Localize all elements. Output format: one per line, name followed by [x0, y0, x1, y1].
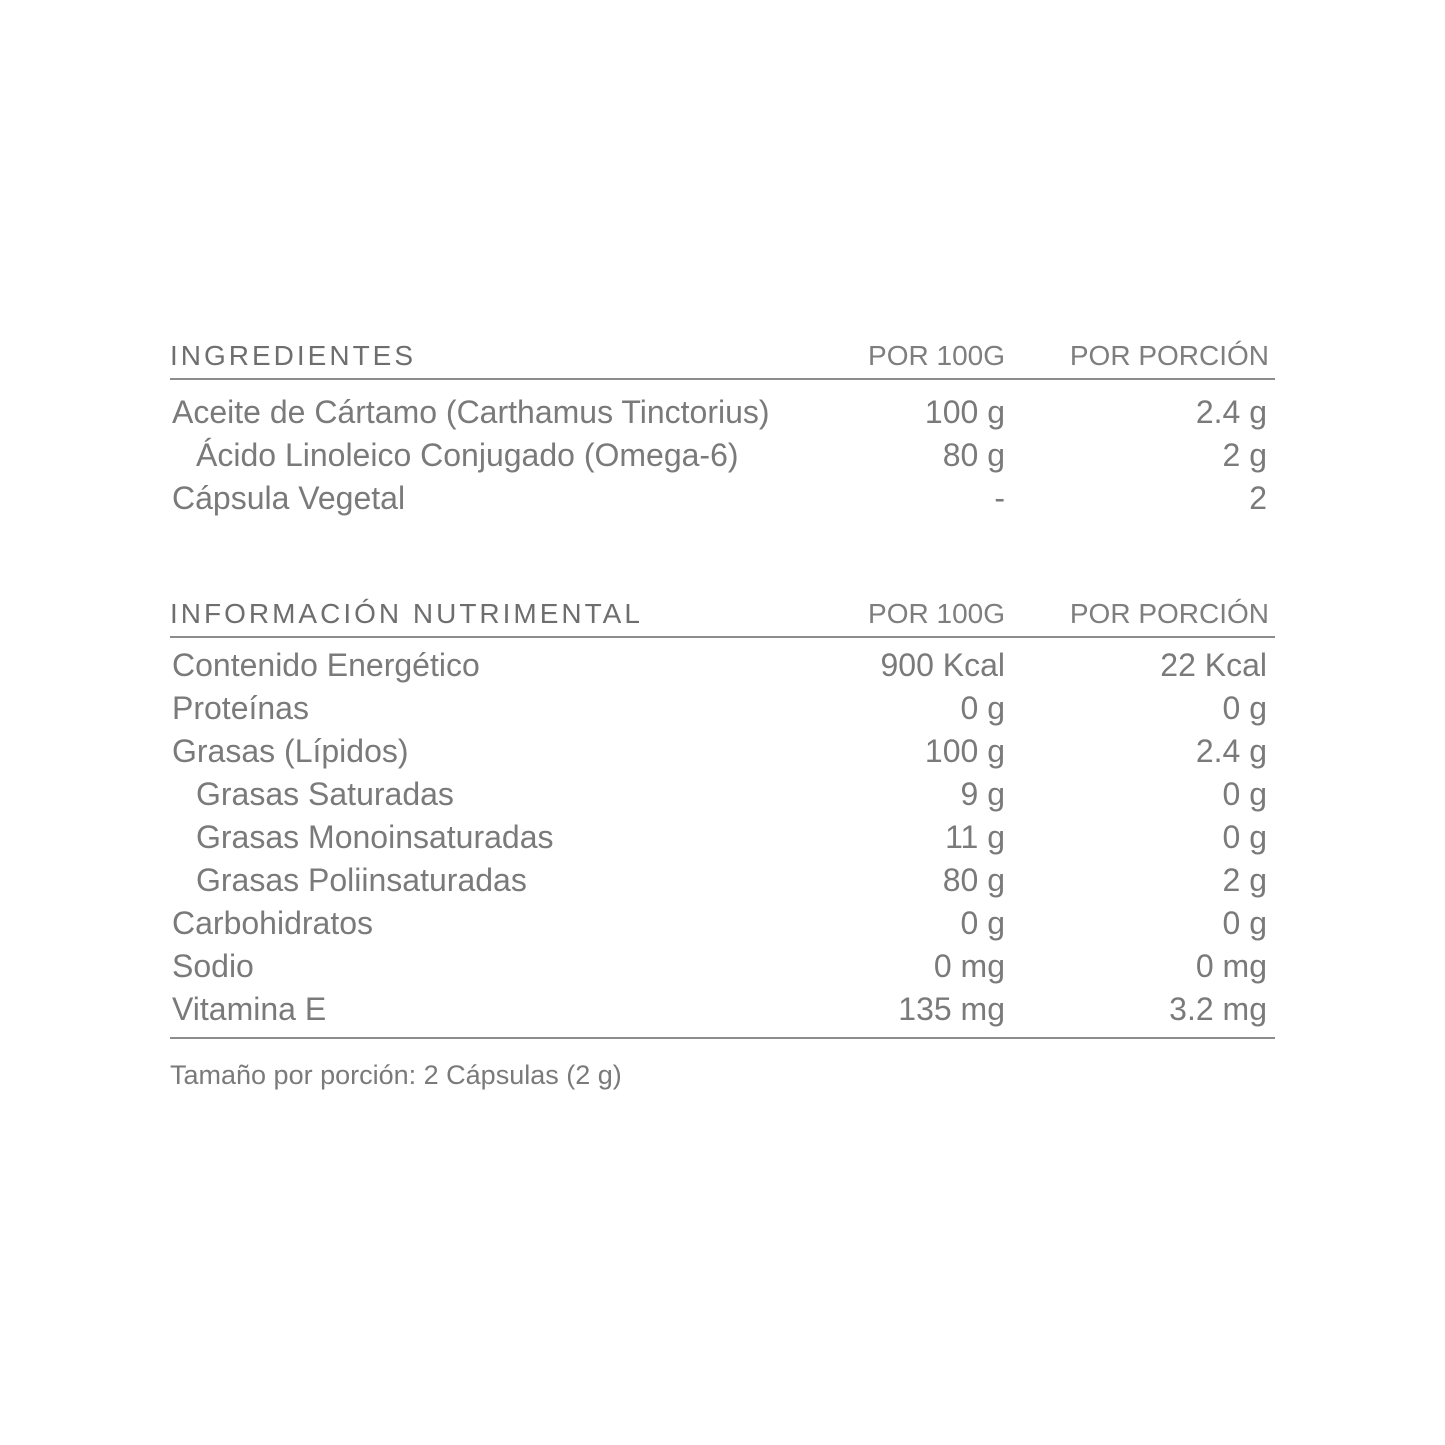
- ingredients-table: INGREDIENTES POR 100G POR PORCIÓN Aceite…: [170, 334, 1275, 520]
- row-label: Carbohidratos: [172, 905, 373, 941]
- value-per-100g: 100 g: [924, 394, 1005, 430]
- nutrition-title: INFORMACIÓN NUTRIMENTAL: [170, 598, 643, 629]
- value-per-serving: 2 g: [1222, 862, 1267, 898]
- column-header-per-100g: POR 100G: [868, 598, 1005, 629]
- value-per-serving: 0 g: [1222, 819, 1267, 855]
- value-per-serving: 2 g: [1222, 437, 1267, 473]
- value-per-100g: 135 mg: [898, 991, 1005, 1027]
- value-per-100g: 0 g: [960, 690, 1005, 726]
- table-row: Grasas Saturadas 9 g 0 g: [170, 773, 1275, 816]
- row-label: Ácido Linoleico Conjugado (Omega-6): [196, 437, 739, 473]
- value-per-100g: 0 g: [960, 905, 1005, 941]
- value-per-100g: 80 g: [942, 862, 1005, 898]
- value-per-serving: 22 Kcal: [1160, 647, 1267, 683]
- table-row: Carbohidratos 0 g 0 g: [170, 902, 1275, 945]
- row-label: Contenido Energético: [172, 647, 480, 683]
- row-label: Grasas Saturadas: [196, 776, 454, 812]
- table-row: Proteínas 0 g 0 g: [170, 687, 1275, 730]
- row-label: Vitamina E: [172, 991, 327, 1027]
- nutrition-header: INFORMACIÓN NUTRIMENTAL POR 100G POR POR…: [170, 592, 1275, 638]
- value-per-100g: 80 g: [942, 437, 1005, 473]
- value-per-100g: 900 Kcal: [880, 647, 1005, 683]
- row-label: Cápsula Vegetal: [172, 480, 406, 516]
- table-row: Cápsula Vegetal - 2: [170, 477, 1275, 520]
- row-label: Grasas Poliinsaturadas: [196, 862, 527, 898]
- table-row: Ácido Linoleico Conjugado (Omega-6) 80 g 2…: [170, 434, 1275, 477]
- value-per-serving: 0 g: [1222, 905, 1267, 941]
- column-header-per-100g: POR 100G: [868, 340, 1005, 371]
- row-label: Grasas Monoinsaturadas: [196, 819, 554, 855]
- value-per-serving: 2.4 g: [1195, 733, 1267, 769]
- value-per-serving: 0 mg: [1195, 948, 1267, 984]
- column-header-per-serving: POR PORCIÓN: [1069, 598, 1269, 629]
- value-per-100g: 11 g: [945, 819, 1005, 855]
- nutrition-table: INFORMACIÓN NUTRIMENTAL POR 100G POR POR…: [170, 592, 1275, 1039]
- serving-size-note: Tamaño por porción: 2 Cápsulas (2 g): [170, 1060, 622, 1090]
- table-row: Grasas Poliinsaturadas 80 g 2 g: [170, 859, 1275, 902]
- ingredients-title: INGREDIENTES: [170, 340, 417, 371]
- table-row: Grasas (Lípidos) 100 g 2.4 g: [170, 730, 1275, 773]
- table-row: Grasas Monoinsaturadas 11 g 0 g: [170, 816, 1275, 859]
- value-per-100g: 9 g: [960, 776, 1005, 812]
- row-label: Proteínas: [172, 690, 309, 726]
- value-per-serving: 3.2 mg: [1169, 991, 1267, 1027]
- value-per-serving: 2: [1249, 480, 1267, 516]
- column-header-per-serving: POR PORCIÓN: [1069, 340, 1269, 371]
- value-per-100g: 100 g: [924, 733, 1005, 769]
- ingredients-header: INGREDIENTES POR 100G POR PORCIÓN: [170, 334, 1275, 380]
- value-per-serving: 0 g: [1222, 776, 1267, 812]
- table-row: Aceite de Cártamo (Carthamus Tinctorius)…: [170, 391, 1275, 434]
- table-row: Vitamina E 135 mg 3.2 mg: [170, 988, 1275, 1031]
- row-label: Grasas (Lípidos): [172, 733, 409, 769]
- value-per-100g: 0 mg: [933, 948, 1005, 984]
- table-row: Sodio 0 mg 0 mg: [170, 945, 1275, 988]
- value-per-100g: -: [994, 480, 1005, 516]
- table-row: Contenido Energético 900 Kcal 22 Kcal: [170, 644, 1275, 687]
- row-label: Sodio: [172, 948, 254, 984]
- value-per-serving: 0 g: [1222, 690, 1267, 726]
- value-per-serving: 2.4 g: [1195, 394, 1267, 430]
- row-label: Aceite de Cártamo (Carthamus Tinctorius): [172, 394, 770, 430]
